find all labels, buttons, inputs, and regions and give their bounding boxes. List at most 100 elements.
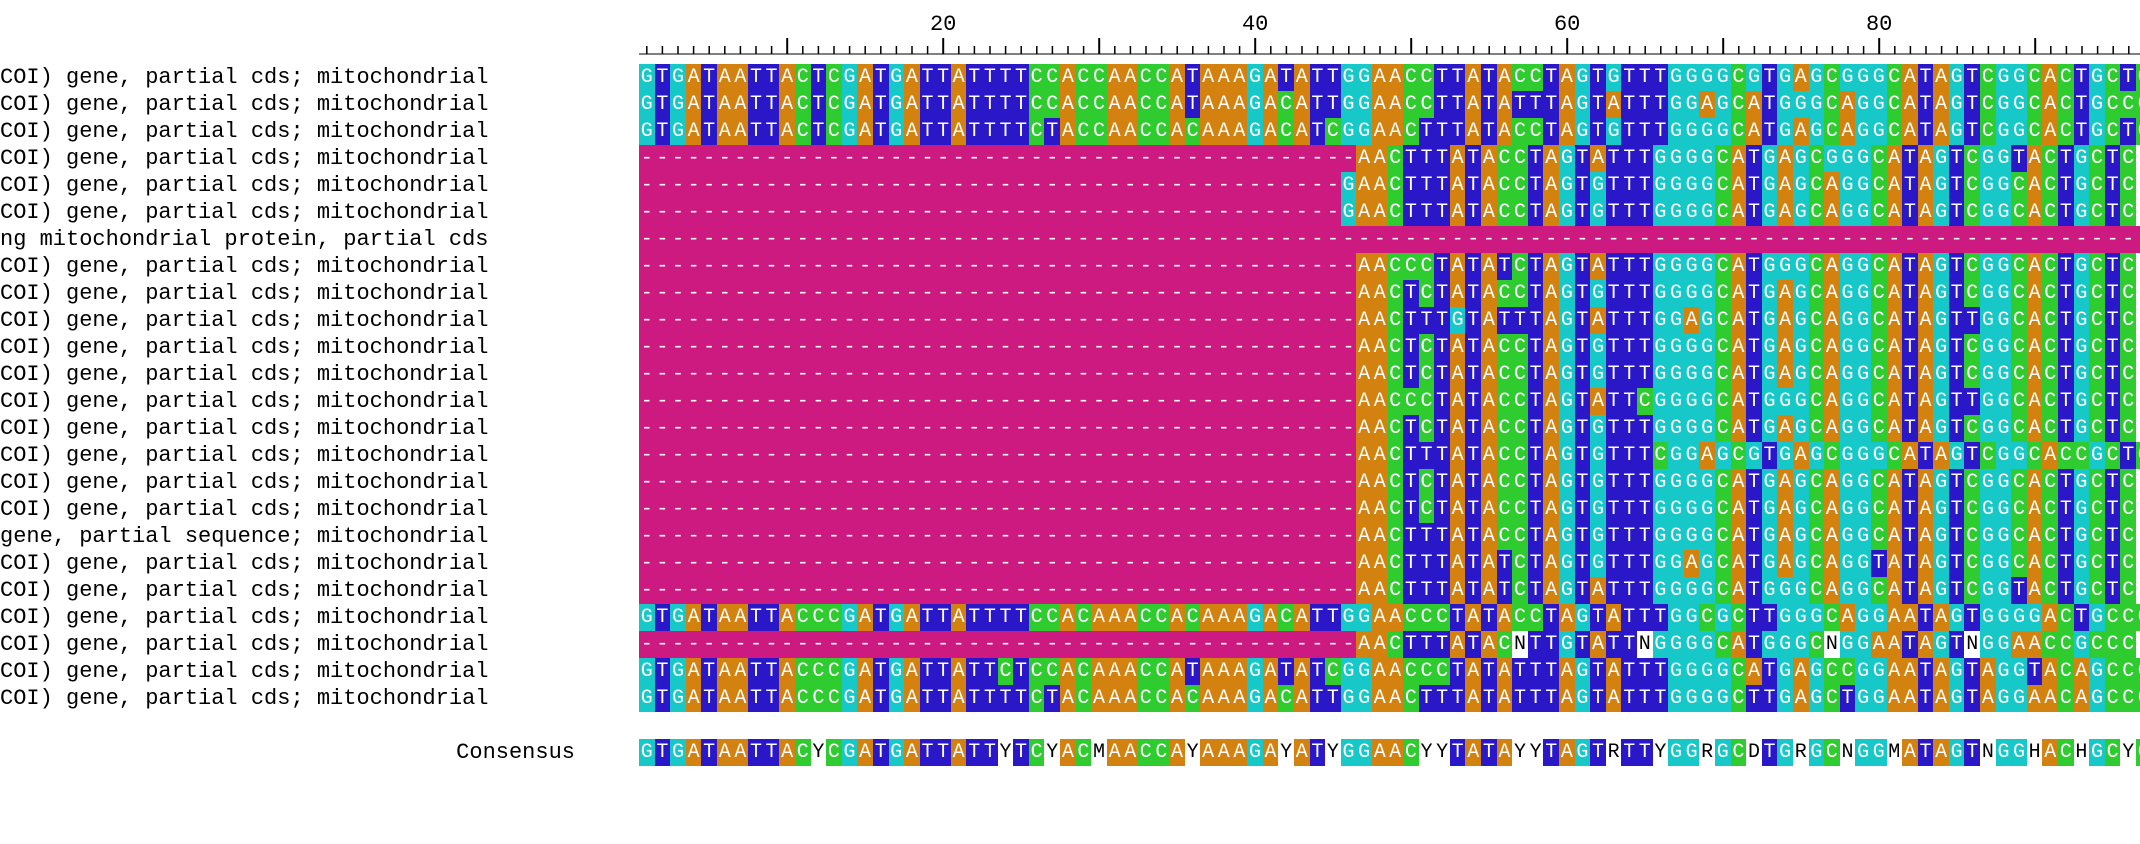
gap-cell: - xyxy=(810,523,827,550)
base-cell: A xyxy=(1215,118,1232,145)
sequence-label: COI) gene, partial cds; mitochondrial xyxy=(0,281,489,306)
gap-cell: - xyxy=(1044,631,1061,658)
base-cell: A xyxy=(1917,361,1934,388)
gap-cell: - xyxy=(919,334,936,361)
base-cell: T xyxy=(1543,91,1560,118)
gap-cell: - xyxy=(1138,280,1154,307)
gap-cell: - xyxy=(1060,496,1076,523)
gap-cell: - xyxy=(748,496,764,523)
base-cell: C xyxy=(1512,280,1528,307)
base-cell: C xyxy=(2089,631,2105,658)
base-cell: T xyxy=(763,685,780,712)
base-cell: T xyxy=(935,658,951,685)
base-cell: G xyxy=(1948,442,1965,469)
gap-cell: - xyxy=(1356,226,1372,253)
gap-cell: - xyxy=(654,388,671,415)
gap-cell: - xyxy=(841,199,858,226)
base-cell: T xyxy=(1434,631,1450,658)
base-cell: A xyxy=(1917,172,1934,199)
base-cell: C xyxy=(1824,739,1840,766)
base-cell: A xyxy=(950,91,967,118)
gap-cell: - xyxy=(997,388,1014,415)
gap-cell: - xyxy=(1746,226,1762,253)
base-cell: G xyxy=(1683,91,1700,118)
base-cell: T xyxy=(1309,64,1326,91)
base-cell: A xyxy=(2073,658,2090,685)
base-cell: C xyxy=(2120,577,2136,604)
base-cell: C xyxy=(2120,415,2136,442)
base-cell: G xyxy=(1792,253,1809,280)
base-cell: A xyxy=(857,91,873,118)
base-cell: G xyxy=(1980,577,1996,604)
gap-cell: - xyxy=(826,496,842,523)
base-cell: A xyxy=(1060,604,1076,631)
base-cell: A xyxy=(950,658,967,685)
base-cell: G xyxy=(1839,172,1856,199)
base-cell: A xyxy=(2026,388,2043,415)
base-cell: T xyxy=(1917,442,1934,469)
gap-cell: - xyxy=(888,145,905,172)
base-cell: H xyxy=(2073,739,2090,766)
base-cell: C xyxy=(2120,361,2136,388)
base-cell: A xyxy=(1481,469,1497,496)
base-cell: G xyxy=(1668,361,1684,388)
base-cell: T xyxy=(1902,361,1918,388)
sequence-row: ----------------------------------------… xyxy=(639,226,2140,253)
base-cell: T xyxy=(1621,496,1637,523)
gap-cell: - xyxy=(872,280,889,307)
gap-cell: - xyxy=(1278,334,1294,361)
base-cell: C xyxy=(1964,334,1981,361)
base-cell: G xyxy=(1574,685,1591,712)
base-cell: R xyxy=(1605,739,1622,766)
base-cell: G xyxy=(1699,172,1715,199)
gap-cell: - xyxy=(1293,280,1310,307)
base-cell: T xyxy=(1605,172,1622,199)
base-cell: A xyxy=(2026,172,2043,199)
base-cell: T xyxy=(748,91,764,118)
sequence-label: COI) gene, partial cds; mitochondrial xyxy=(0,632,489,657)
base-cell: A xyxy=(1886,307,1903,334)
base-cell: G xyxy=(1995,550,2012,577)
gap-cell: - xyxy=(919,577,936,604)
base-cell: A xyxy=(2026,631,2043,658)
base-cell: C xyxy=(1870,145,1887,172)
base-cell: G xyxy=(1870,685,1887,712)
gap-cell: - xyxy=(966,469,983,496)
base-cell: T xyxy=(2073,64,2090,91)
base-cell: C xyxy=(1138,739,1154,766)
base-cell: T xyxy=(654,118,671,145)
gap-cell: - xyxy=(1106,415,1123,442)
base-cell: G xyxy=(1855,172,1871,199)
base-cell: G xyxy=(1761,307,1778,334)
base-cell: G xyxy=(1980,415,1996,442)
gap-cell: - xyxy=(997,253,1014,280)
gap-cell: - xyxy=(654,523,671,550)
gap-cell: - xyxy=(1293,442,1310,469)
base-cell: G xyxy=(1699,658,1715,685)
base-cell: T xyxy=(872,739,889,766)
base-cell: T xyxy=(1278,658,1294,685)
base-cell: G xyxy=(1824,145,1840,172)
gap-cell: - xyxy=(950,226,967,253)
gap-cell: - xyxy=(1808,226,1825,253)
gap-cell: - xyxy=(1340,550,1357,577)
gap-cell: - xyxy=(1122,550,1138,577)
gap-cell: - xyxy=(794,334,811,361)
base-cell: A xyxy=(1481,307,1497,334)
gap-cell: - xyxy=(1231,496,1248,523)
base-cell: A xyxy=(1777,199,1793,226)
ruler-position-label: 60 xyxy=(1554,12,1580,37)
base-cell: T xyxy=(1418,145,1435,172)
gap-cell: - xyxy=(1247,631,1263,658)
base-cell: T xyxy=(701,739,717,766)
base-cell: T xyxy=(748,739,764,766)
base-cell: A xyxy=(950,118,967,145)
base-cell: T xyxy=(1465,631,1482,658)
gap-cell: - xyxy=(1215,388,1232,415)
base-cell: G xyxy=(1683,496,1700,523)
base-cell: G xyxy=(1777,118,1793,145)
base-cell: A xyxy=(2026,145,2043,172)
gap-cell: - xyxy=(779,523,795,550)
gap-cell: - xyxy=(1138,550,1154,577)
